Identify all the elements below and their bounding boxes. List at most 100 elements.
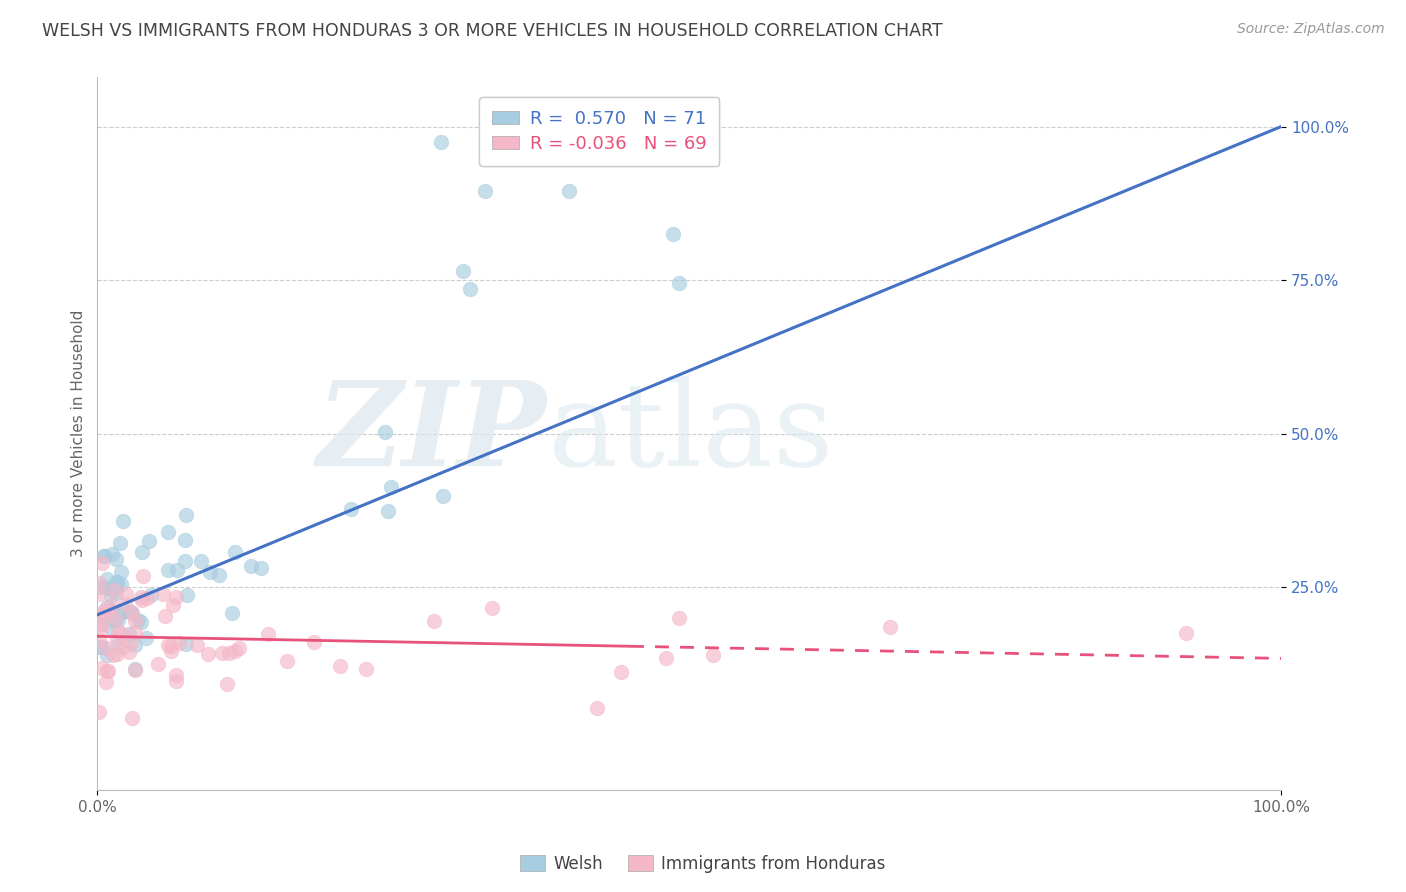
Point (165, 590, 187, 604)
Point (98, 620, 121, 634)
Point (103, 583, 125, 598)
Point (111, 514, 134, 528)
Point (432, 489, 454, 503)
Point (118, 626, 141, 640)
Text: Source: ZipAtlas.com: Source: ZipAtlas.com (1237, 22, 1385, 37)
Point (146, 657, 169, 672)
Point (105, 632, 128, 647)
Point (451, 264, 474, 278)
Point (90, 607, 112, 621)
Point (87, 587, 110, 601)
Point (174, 637, 197, 651)
Point (111, 640, 134, 654)
Point (87, 580, 110, 594)
Point (120, 605, 142, 619)
Point (585, 701, 607, 715)
Point (197, 648, 219, 662)
Point (114, 604, 136, 618)
Point (374, 425, 396, 439)
Point (96, 599, 118, 614)
Legend: Welsh, Immigrants from Honduras: Welsh, Immigrants from Honduras (513, 848, 893, 880)
Point (422, 614, 444, 628)
Text: ZIP: ZIP (316, 376, 547, 491)
Point (121, 606, 143, 620)
Point (380, 480, 402, 494)
Point (100, 547, 122, 561)
Point (100, 582, 122, 596)
Point (114, 597, 136, 611)
Point (211, 646, 233, 660)
Point (87, 632, 110, 647)
Point (120, 635, 142, 649)
Text: WELSH VS IMMIGRANTS FROM HONDURAS 3 OR MORE VEHICLES IN HOUSEHOLD CORRELATION CH: WELSH VS IMMIGRANTS FROM HONDURAS 3 OR M… (42, 22, 943, 40)
Point (105, 647, 128, 661)
Point (200, 565, 222, 579)
Point (155, 609, 177, 624)
Point (474, 184, 496, 198)
Point (276, 654, 298, 668)
Point (129, 615, 152, 629)
Point (239, 558, 262, 573)
Point (224, 545, 246, 559)
Point (377, 504, 399, 518)
Y-axis label: 3 or more Vehicles in Household: 3 or more Vehicles in Household (72, 310, 86, 558)
Point (165, 673, 187, 688)
Point (224, 644, 246, 658)
Point (105, 552, 128, 566)
Point (89, 617, 111, 632)
Point (249, 561, 271, 575)
Point (557, 184, 579, 198)
Point (141, 588, 163, 602)
Point (110, 535, 132, 549)
Point (90, 622, 112, 636)
Point (157, 525, 180, 540)
Point (90, 617, 112, 632)
Point (100, 599, 122, 613)
Point (356, 662, 378, 676)
Point (90, 556, 112, 570)
Point (160, 639, 183, 653)
Point (96, 664, 118, 678)
Point (257, 627, 280, 641)
Point (157, 563, 180, 577)
Point (110, 577, 132, 591)
Point (228, 640, 250, 655)
Point (481, 600, 503, 615)
Point (174, 508, 197, 522)
Point (124, 638, 146, 652)
Point (138, 534, 160, 549)
Point (118, 644, 141, 658)
Point (668, 276, 690, 290)
Point (104, 613, 127, 627)
Point (131, 590, 153, 604)
Point (157, 638, 180, 652)
Point (94, 640, 117, 655)
Point (105, 574, 128, 589)
Point (115, 587, 138, 601)
Point (176, 588, 198, 602)
Point (132, 569, 155, 583)
Point (124, 663, 146, 677)
Point (110, 627, 132, 641)
Point (96, 572, 118, 586)
Point (166, 563, 188, 577)
Point (96, 674, 118, 689)
Point (136, 591, 159, 606)
Point (304, 635, 326, 649)
Point (159, 644, 181, 658)
Point (218, 646, 240, 660)
Point (120, 605, 142, 619)
Point (104, 608, 127, 623)
Point (87, 706, 110, 720)
Point (190, 554, 212, 568)
Point (340, 502, 363, 516)
Point (89, 640, 111, 654)
Point (429, 135, 451, 149)
Point (127, 613, 149, 627)
Point (100, 588, 122, 602)
Point (1175, 626, 1198, 640)
Point (668, 611, 690, 625)
Point (93, 549, 115, 563)
Point (654, 650, 676, 665)
Point (104, 611, 127, 625)
